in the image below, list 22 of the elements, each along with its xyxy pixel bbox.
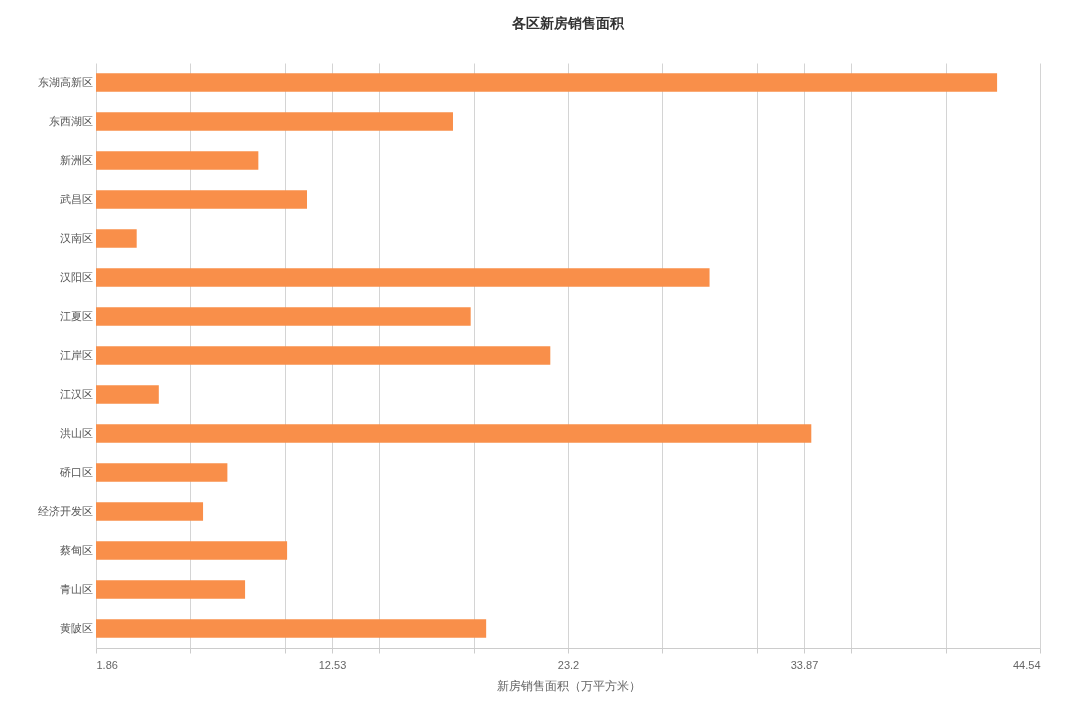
y-tick-label: 硚口区 (58, 465, 93, 478)
y-tick-label: 江汉区 (59, 387, 93, 400)
y-tick-label: 汉南区 (59, 231, 93, 244)
x-tick-label: 23.2 (557, 658, 580, 671)
y-tick-label: 新洲区 (59, 153, 93, 166)
y-tick-label: 汉阳区 (59, 270, 93, 283)
y-tick-label: 黄陂区 (59, 621, 93, 634)
y-tick-label: 江岸区 (59, 348, 93, 361)
y-tick-label: 东湖高新区 (37, 75, 93, 88)
y-tick-label: 东西湖区 (48, 114, 93, 127)
x-tick-label: 12.53 (318, 658, 347, 671)
y-tick-label: 洪山区 (59, 426, 93, 439)
y-tick-label: 青山区 (59, 582, 93, 595)
chart-title: 各区新房销售面积 (511, 15, 625, 31)
y-tick-label: 武昌区 (59, 192, 93, 205)
y-tick-label: 蔡甸区 (59, 543, 93, 556)
y-tick-label: 经济开发区 (37, 504, 93, 517)
y-tick-label: 江夏区 (59, 309, 93, 322)
x-axis-title: 新房销售面积（万平方米） (496, 678, 641, 693)
x-tick-label: 33.87 (790, 658, 819, 671)
x-tick-label: 1.86 (96, 658, 118, 671)
x-tick-label: 44.54 (1012, 658, 1041, 671)
